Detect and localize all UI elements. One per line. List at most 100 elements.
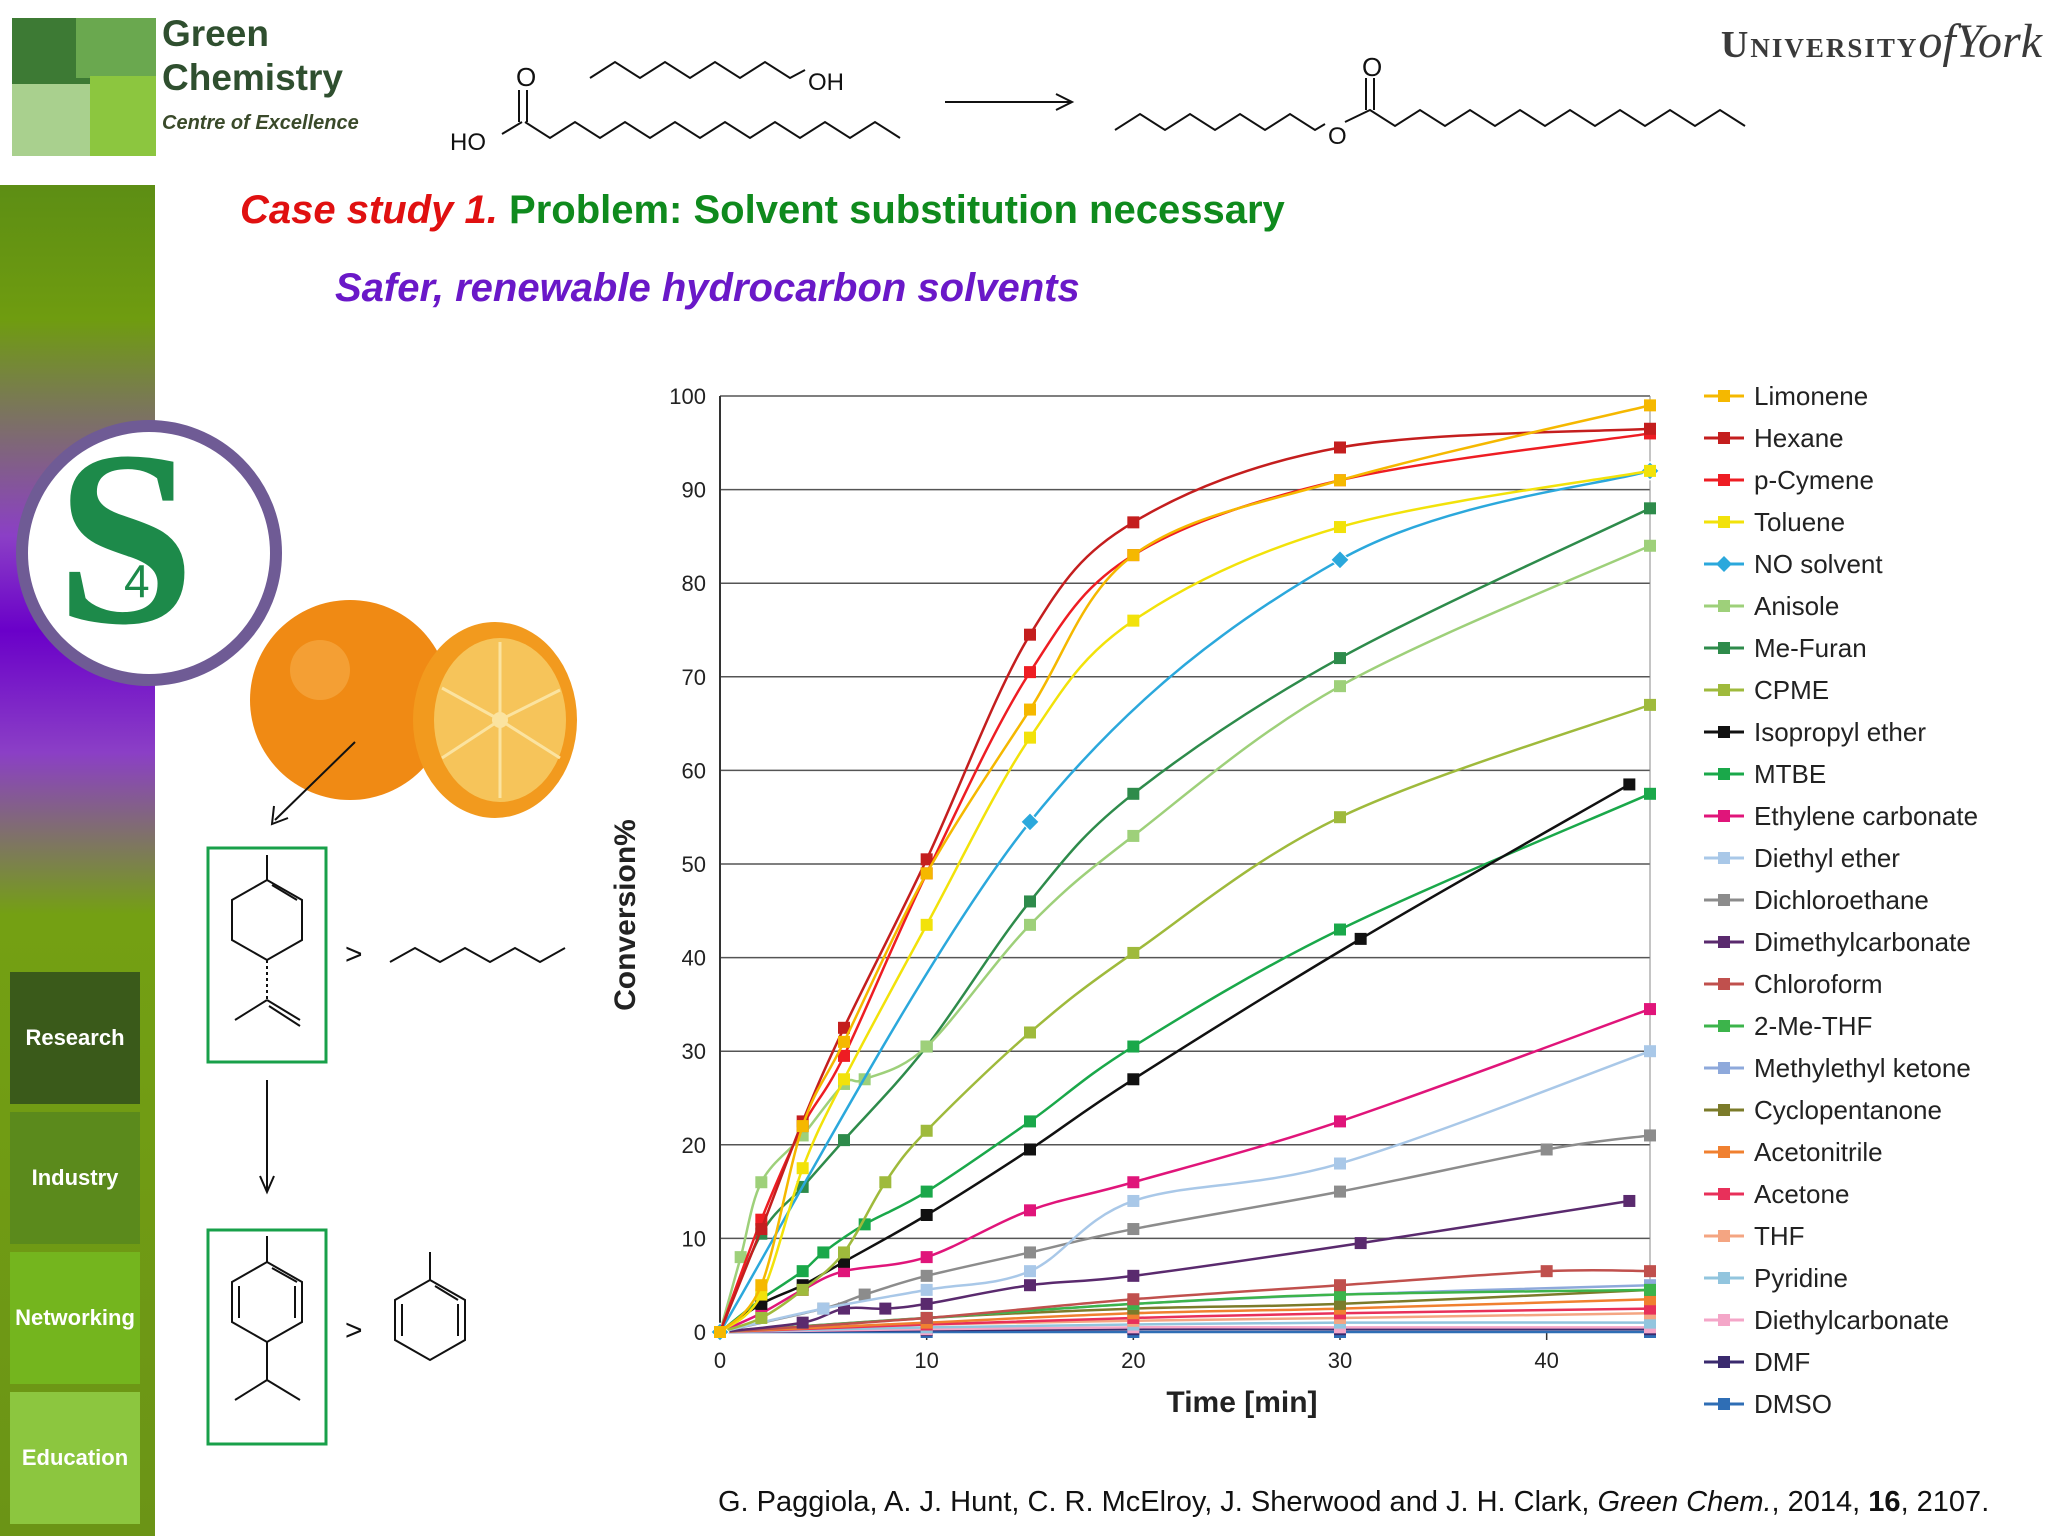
nav-industry[interactable]: Industry xyxy=(10,1112,140,1244)
point-cpme-3 xyxy=(838,1246,850,1259)
legend-label-limonene: Limonene xyxy=(1754,380,1869,411)
legend-label-cyclopentanone: Cyclopentanone xyxy=(1754,1094,1942,1125)
legend-label-dichloroethane: Dichloroethane xyxy=(1754,884,1929,915)
point-cpme-4 xyxy=(879,1176,892,1189)
legend-label-mtbe: MTBE xyxy=(1754,758,1827,789)
legend-item-me-furan: Me-Furan xyxy=(1702,628,1867,668)
alcohol-chain xyxy=(589,60,806,80)
legend-swatch-chloroform xyxy=(1704,978,1744,990)
line-ethylene-carbonate xyxy=(719,1007,1651,1334)
point-mtbe-8 xyxy=(1334,923,1346,936)
y-tick-10: 10 xyxy=(682,1226,706,1251)
reaction-scheme: O HO OH O O xyxy=(450,52,1746,156)
point-cyclopentanone-3 xyxy=(1334,1297,1346,1310)
legend-item-chloroform: Chloroform xyxy=(1702,964,1883,1004)
point-anisole-10 xyxy=(1644,539,1656,552)
line-hexane xyxy=(718,427,1651,1333)
y-tick-60: 60 xyxy=(682,758,706,783)
point-dimethylcarbonate-5 xyxy=(1024,1279,1036,1292)
point-dichloroethane-2 xyxy=(858,1288,871,1301)
point-me-furan-3 xyxy=(838,1134,850,1147)
legend-item-no-solvent: NO solvent xyxy=(1702,544,1883,584)
citation-volume: 16 xyxy=(1868,1486,1901,1518)
reaction-o2: O xyxy=(1328,123,1347,150)
point-ethylene-carbonate-4 xyxy=(920,1251,933,1264)
line-mtbe xyxy=(719,792,1651,1333)
legend-label-dmf: DMF xyxy=(1754,1346,1811,1377)
p-cymene-structure xyxy=(231,1236,303,1401)
legend-item-anisole: Anisole xyxy=(1702,586,1839,626)
point-chloroform-5 xyxy=(1644,1265,1656,1278)
legend-swatch-diethyl-ether xyxy=(1704,852,1744,864)
legend-label-no-solvent: NO solvent xyxy=(1754,548,1883,579)
nav-networking[interactable]: Networking xyxy=(10,1252,140,1384)
point-no-solvent-1 xyxy=(1020,812,1040,832)
point-me-furan-7 xyxy=(1334,652,1346,665)
legend-item-dichloroethane: Dichloroethane xyxy=(1702,880,1929,920)
legend-item-hexane: Hexane xyxy=(1702,418,1844,458)
point-limonene-2 xyxy=(796,1120,809,1133)
point-hexane-5 xyxy=(1024,628,1036,641)
point-me-furan-6 xyxy=(1127,787,1140,800)
hexane-structure xyxy=(389,946,566,964)
legend-label-me-furan: Me-Furan xyxy=(1754,632,1867,663)
legend-swatch-dimethylcarbonate xyxy=(1704,936,1744,948)
legend-swatch-cpme xyxy=(1704,684,1744,696)
university-of-york-logo: UniversityofYork xyxy=(1721,14,2042,69)
point-pyridine-4 xyxy=(1644,1316,1656,1329)
y-tick-labels: 0 10 20 30 40 50 60 70 80 90 100 xyxy=(669,384,706,1345)
line-limonene xyxy=(719,404,1651,1333)
point-diethyl-ether-3 xyxy=(1024,1265,1036,1278)
point-limonene-1 xyxy=(755,1279,768,1292)
legend-item-cyclopentanone: Cyclopentanone xyxy=(1702,1090,1942,1130)
point-isopropyl-ether-8 xyxy=(1623,778,1636,791)
line-pyridine xyxy=(719,1321,1651,1334)
point-acetone-4 xyxy=(1644,1302,1656,1315)
point-p-cymene-5 xyxy=(1024,666,1036,679)
legend-swatch-me-furan xyxy=(1704,642,1744,654)
line-isopropyl-ether xyxy=(719,783,1630,1334)
point-anisole-1 xyxy=(734,1251,747,1264)
y-axis-label: Conversion% xyxy=(610,819,642,1011)
point-dimethylcarbonate-8 xyxy=(1623,1194,1636,1207)
point-toluene-3 xyxy=(838,1073,850,1086)
logo-square-mid xyxy=(76,18,156,78)
nav-education[interactable]: Education xyxy=(10,1392,140,1524)
point-me-furan-5 xyxy=(1024,895,1036,908)
toluene-structure xyxy=(394,1252,466,1362)
limonene-structure xyxy=(231,855,303,1027)
subtitle: Safer, renewable hydrocarbon solvents xyxy=(335,266,1080,310)
legend-swatch-toluene xyxy=(1704,516,1744,528)
york-of: of xyxy=(1918,15,1956,68)
legend-swatch-ethylene-carbonate xyxy=(1704,810,1744,822)
point-isopropyl-ether-4 xyxy=(920,1209,933,1221)
series-me-furan xyxy=(714,502,1656,1338)
gt-symbol-1: > xyxy=(345,938,363,971)
point-dimethylcarbonate-4 xyxy=(920,1297,933,1310)
series-cpme xyxy=(714,698,1656,1338)
legend-item-pyridine: Pyridine xyxy=(1702,1258,1848,1298)
logo-square-light xyxy=(12,84,94,156)
legend-swatch-dmf xyxy=(1704,1356,1744,1368)
legend-item-diethyl-ether: Diethyl ether xyxy=(1702,838,1900,878)
point-isopropyl-ether-5 xyxy=(1024,1143,1036,1156)
citation-year: , 2014, xyxy=(1771,1486,1869,1518)
conversion-chart: 0 10 20 30 40 50 60 70 80 90 100 0 10 20 30 40 Convers… xyxy=(610,384,1660,1419)
point-acetonitrile-4 xyxy=(1644,1293,1656,1306)
legend-item-limonene: Limonene xyxy=(1702,376,1868,416)
point-dimethylcarbonate-6 xyxy=(1127,1269,1140,1282)
ester-chain-right xyxy=(1344,108,1746,128)
nav-research[interactable]: Research xyxy=(10,972,140,1104)
y-tick-40: 40 xyxy=(682,946,706,971)
legend-item-cpme: CPME xyxy=(1702,670,1829,710)
legend-label-acetonitrile: Acetonitrile xyxy=(1754,1136,1883,1167)
point-dichloroethane-4 xyxy=(1024,1246,1036,1259)
point-dimethylcarbonate-3 xyxy=(879,1302,892,1315)
point-ethylene-carbonate-7 xyxy=(1334,1115,1346,1128)
legend-label-thf: THF xyxy=(1754,1220,1805,1251)
legend-swatch-pyridine xyxy=(1704,1272,1744,1284)
x-tick-40: 40 xyxy=(1534,1348,1558,1373)
point-isopropyl-ether-6 xyxy=(1127,1073,1140,1086)
point-mtbe-6 xyxy=(1024,1115,1036,1128)
line-acetonitrile xyxy=(719,1297,1651,1334)
